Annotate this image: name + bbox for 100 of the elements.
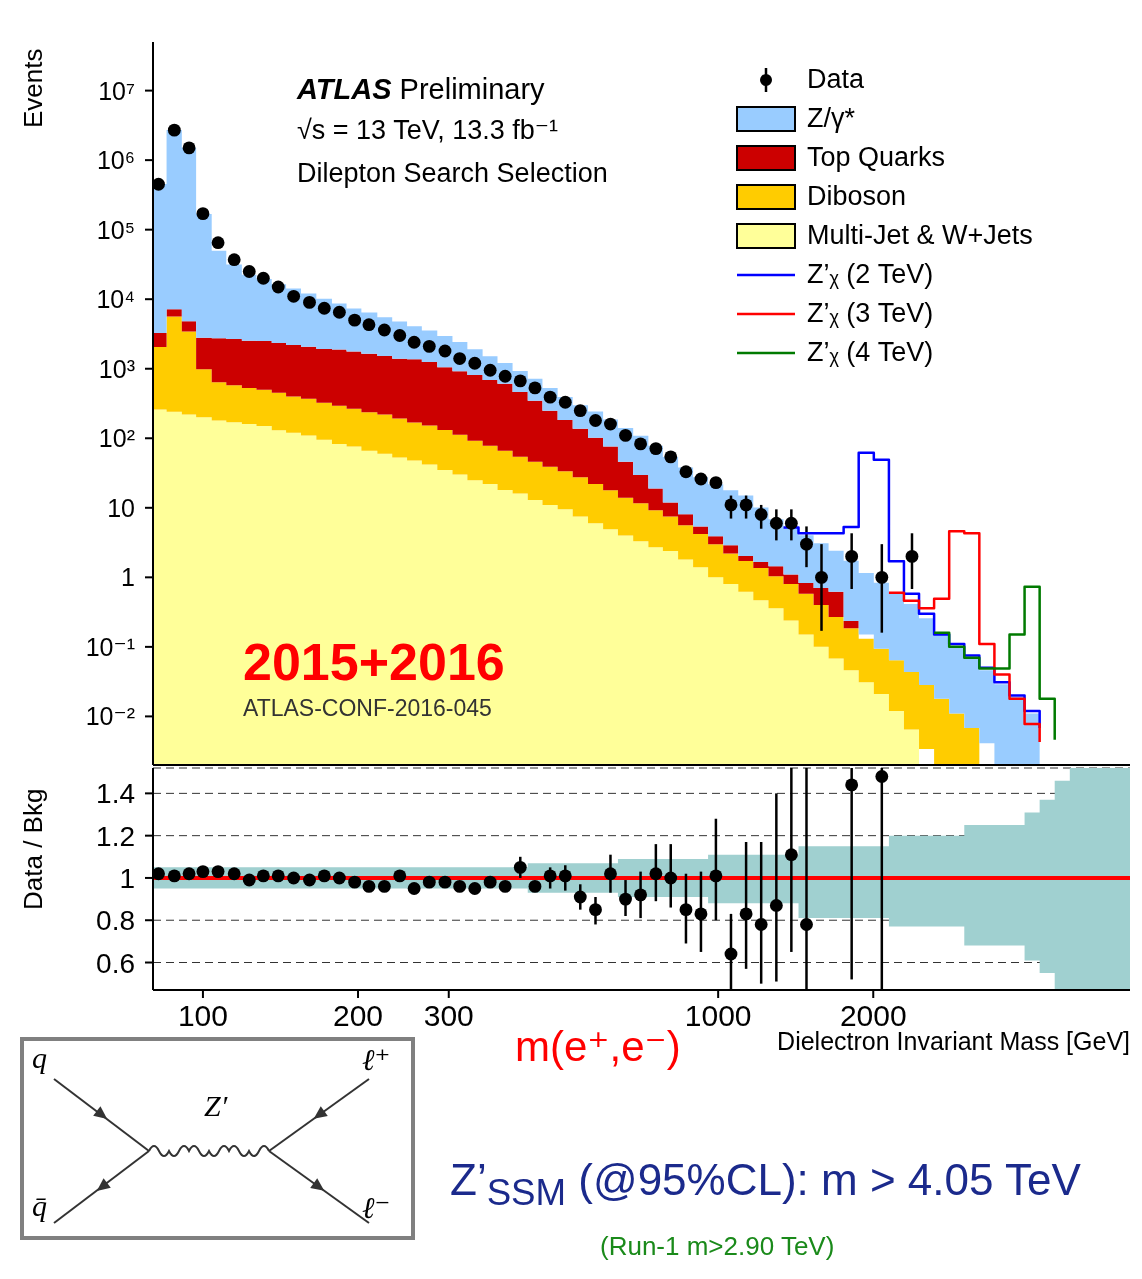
text: (Run-1 m>2.90 TeV)	[600, 1231, 835, 1261]
point	[227, 867, 241, 881]
point	[453, 352, 467, 365]
point	[498, 369, 512, 383]
point	[573, 404, 587, 418]
point	[800, 537, 813, 551]
x-tick-label: 100	[177, 998, 228, 1032]
point	[589, 903, 602, 917]
point	[619, 892, 632, 906]
point	[634, 888, 648, 902]
point	[724, 947, 738, 961]
y-tick-label: 10²	[98, 424, 135, 453]
point	[709, 476, 723, 490]
feynman-diagram: q q̄ Z′ ℓ⁺ ℓ⁻	[20, 1037, 415, 1240]
point	[664, 450, 678, 464]
y-tick-label: 0.6	[96, 947, 135, 979]
point	[558, 869, 572, 883]
point	[784, 516, 798, 530]
point	[393, 869, 407, 883]
x-tick-label: 200	[333, 998, 384, 1032]
point	[754, 918, 768, 931]
point	[348, 313, 362, 327]
point	[664, 871, 678, 885]
point	[498, 879, 512, 893]
point	[649, 867, 663, 881]
point	[513, 374, 527, 388]
point	[739, 498, 753, 512]
point	[589, 414, 602, 427]
point	[438, 344, 452, 358]
point	[271, 869, 285, 883]
point	[543, 390, 557, 404]
point	[167, 869, 181, 883]
point	[362, 318, 376, 332]
point	[153, 867, 165, 881]
point	[649, 442, 663, 456]
point	[196, 865, 210, 879]
legend-label: Z/γ*	[807, 103, 856, 133]
y-tick-label: 10⁻¹	[85, 632, 135, 661]
point	[167, 123, 181, 137]
x-tick-label: 1000	[684, 998, 752, 1032]
legend-label: Top Quarks	[807, 142, 946, 172]
point	[256, 271, 270, 285]
point	[211, 865, 225, 879]
point	[483, 363, 497, 377]
legend-label: Z’ᵪ (2 TeV)	[807, 259, 934, 289]
x-tick-label: 300	[423, 998, 474, 1032]
point	[543, 869, 557, 883]
point	[377, 323, 391, 337]
legend-label: Z’ᵪ (3 TeV)	[807, 298, 934, 328]
point	[227, 253, 241, 267]
point	[317, 869, 331, 883]
point	[287, 871, 301, 885]
y-tick-label: 10⁷	[98, 76, 135, 105]
point	[784, 848, 798, 862]
point	[453, 879, 467, 893]
point	[815, 570, 828, 584]
point	[573, 890, 587, 904]
point	[619, 428, 632, 442]
annotation: √s = 13 TeV, 13.3 fb⁻¹	[297, 115, 558, 145]
point	[407, 882, 421, 895]
y-tick-label: 1	[119, 862, 135, 894]
point	[438, 875, 452, 889]
point	[709, 869, 723, 883]
point	[153, 177, 165, 191]
point	[271, 280, 285, 294]
point	[256, 869, 270, 883]
point	[303, 295, 316, 309]
annotation: Dilepton Search Selection	[297, 158, 608, 188]
point	[679, 903, 693, 917]
point	[182, 867, 196, 881]
point	[211, 236, 225, 250]
legend-label: Data	[807, 64, 865, 94]
y-tick-label: 1	[121, 563, 135, 592]
point	[528, 381, 542, 395]
point	[242, 265, 256, 278]
point	[800, 918, 813, 931]
point	[558, 395, 572, 409]
point	[634, 437, 648, 451]
y-tick-label: 10⁵	[96, 215, 135, 244]
y-axis-title: Data / Bkg	[18, 788, 48, 910]
annotation: ATLAS Preliminary	[297, 73, 545, 106]
point	[422, 339, 436, 353]
annotation: 2015+2016	[243, 633, 505, 691]
point	[422, 875, 436, 889]
point	[196, 207, 210, 221]
point	[694, 472, 708, 486]
point	[377, 879, 391, 893]
point	[769, 516, 783, 530]
legend-label: Diboson	[807, 181, 907, 211]
point	[468, 356, 482, 370]
point	[528, 879, 542, 893]
legend-label: Multi-Jet & W+Jets	[807, 220, 1033, 250]
point	[393, 329, 407, 342]
y-tick-label: 0.8	[96, 904, 135, 936]
text: Z’$_{SSM}$ (@95%CL): m > 4.05 TeV	[450, 1155, 1081, 1213]
point	[362, 879, 376, 893]
point	[694, 907, 708, 921]
point	[739, 907, 753, 921]
point	[513, 860, 527, 874]
y-tick-label: 10⁴	[96, 285, 135, 314]
